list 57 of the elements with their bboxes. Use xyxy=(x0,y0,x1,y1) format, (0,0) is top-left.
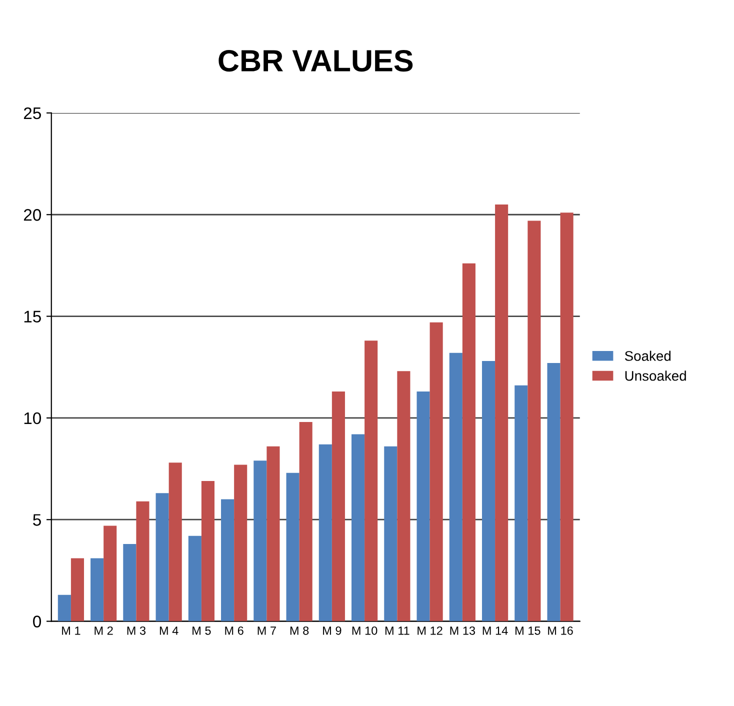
x-tick-label: M 13 xyxy=(450,626,476,635)
x-tick-label: M 8 xyxy=(290,626,309,635)
x-tick-label: M 1 xyxy=(62,626,80,635)
y-tick-label: 0 xyxy=(33,616,42,628)
bar xyxy=(514,385,528,622)
bar xyxy=(528,220,541,622)
bar xyxy=(90,558,104,622)
bar xyxy=(318,444,332,622)
x-tick-label: M 15 xyxy=(516,626,540,635)
bar xyxy=(221,499,234,622)
x-tick-label: M 4 xyxy=(160,626,178,635)
bar xyxy=(104,526,117,622)
legend-label: Unsoaked xyxy=(625,370,686,381)
bar xyxy=(430,322,443,622)
bar xyxy=(70,558,84,622)
bar xyxy=(58,594,71,622)
bar xyxy=(384,446,398,622)
y-tick-label: 25 xyxy=(24,107,41,120)
x-tick-label: M 2 xyxy=(94,626,113,635)
bar xyxy=(286,472,300,622)
bar xyxy=(560,212,574,622)
bar xyxy=(416,392,430,622)
bar xyxy=(201,480,214,622)
y-tick-label: 15 xyxy=(24,310,41,322)
bar xyxy=(299,422,312,622)
x-tick-label: M 11 xyxy=(385,626,410,635)
x-tick-label: M 6 xyxy=(225,626,244,635)
y-tick-label: 10 xyxy=(24,412,42,424)
bar xyxy=(547,363,560,622)
bar xyxy=(254,460,267,622)
x-tick-label: M 9 xyxy=(323,626,342,635)
x-tick-label: M 16 xyxy=(548,626,573,635)
legend-label: Soaked xyxy=(624,350,671,361)
bar xyxy=(266,446,280,622)
bar xyxy=(462,263,476,622)
bar xyxy=(156,493,169,622)
x-tick-label: M 3 xyxy=(127,626,146,635)
x-tick-label: M 7 xyxy=(258,626,276,635)
bar xyxy=(332,392,345,622)
y-tick-label: 20 xyxy=(24,209,42,221)
x-tick-label: M 14 xyxy=(482,626,508,635)
bar xyxy=(482,361,496,622)
y-tick-label: 5 xyxy=(33,514,41,526)
bar xyxy=(449,352,462,622)
bar xyxy=(352,434,365,622)
bar xyxy=(123,544,136,622)
bar xyxy=(234,464,248,622)
bar xyxy=(136,501,150,622)
chart-title: CBR VALUES xyxy=(218,50,413,72)
bar xyxy=(168,462,182,622)
x-tick-label: M 12 xyxy=(418,626,442,635)
x-tick-label: M 5 xyxy=(192,626,211,635)
bar xyxy=(397,371,410,622)
bar xyxy=(188,536,202,622)
x-tick-label: M 10 xyxy=(352,626,378,635)
bar xyxy=(495,204,508,622)
bar xyxy=(364,340,378,622)
